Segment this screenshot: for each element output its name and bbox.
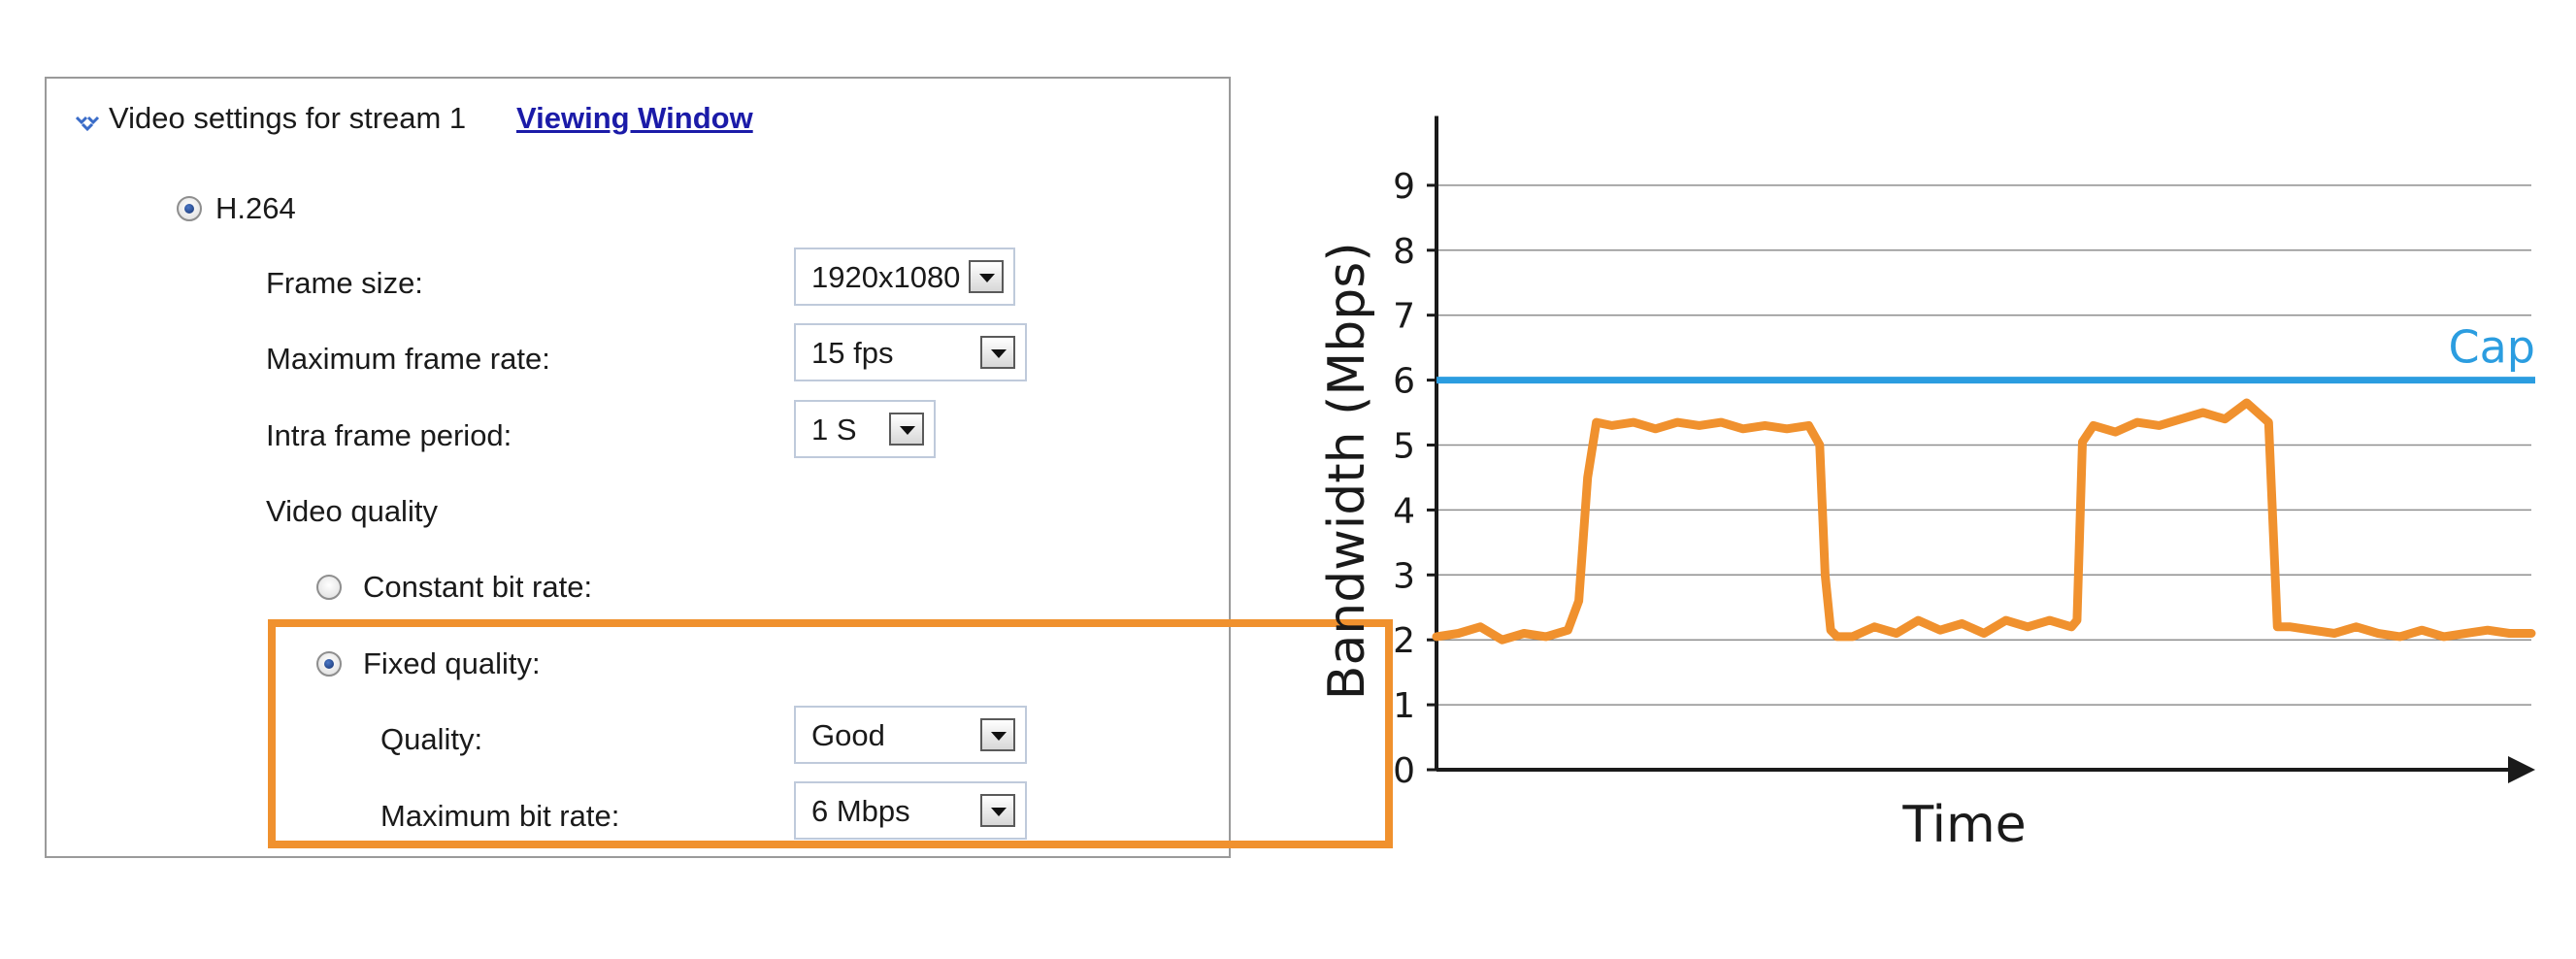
fixed-quality-label: Fixed quality: (363, 646, 541, 680)
y-tick-label: 9 (1393, 167, 1415, 207)
y-tick-label: 5 (1393, 427, 1415, 467)
dropdown-arrow-icon[interactable] (889, 413, 924, 446)
quality-select[interactable]: Good (794, 706, 1027, 764)
max-frame-rate-select[interactable]: 15 fps (794, 323, 1027, 381)
section-title: Video settings for stream 1 (109, 101, 467, 135)
intra-frame-period-label: Intra frame period: (266, 418, 512, 452)
y-tick-label: 0 (1393, 751, 1415, 791)
fixed-quality-highlight-box (268, 619, 1393, 848)
y-tick-label: 8 (1393, 232, 1415, 272)
frame-size-value: 1920x1080 (811, 260, 961, 294)
y-tick-label: 4 (1393, 491, 1415, 531)
y-tick-label: 3 (1393, 556, 1415, 596)
dropdown-arrow-icon[interactable] (969, 260, 1004, 293)
collapse-chevron-icon[interactable] (76, 115, 101, 134)
dropdown-arrow-icon[interactable] (980, 794, 1015, 827)
x-axis-title: Time (1901, 796, 2026, 854)
max-bit-rate-value: 6 Mbps (811, 794, 910, 828)
y-tick-label: 7 (1393, 297, 1415, 337)
frame-size-label: Frame size: (266, 266, 423, 300)
max-frame-rate-label: Maximum frame rate: (266, 342, 550, 376)
y-tick-label: 1 (1393, 686, 1415, 726)
y-tick-label: 6 (1393, 362, 1415, 402)
viewing-window-link[interactable]: Viewing Window (516, 101, 753, 135)
cap-label: Cap (2448, 321, 2535, 374)
chart-y-ticks: 0 1 2 3 4 5 6 7 8 9 (1393, 167, 1437, 791)
video-settings-panel: Video settings for stream 1 Viewing Wind… (45, 77, 1231, 858)
video-quality-label: Video quality (266, 494, 438, 528)
intra-frame-period-select[interactable]: 1 S (794, 400, 936, 458)
max-frame-rate-value: 15 fps (811, 336, 894, 370)
constant-bit-rate-radio[interactable] (316, 575, 342, 600)
h264-label: H.264 (215, 191, 296, 225)
dropdown-arrow-icon[interactable] (980, 718, 1015, 751)
max-bit-rate-select[interactable]: 6 Mbps (794, 781, 1027, 840)
dropdown-arrow-icon[interactable] (980, 336, 1015, 369)
x-axis-arrow-icon (2508, 756, 2535, 783)
y-tick-label: 2 (1393, 621, 1415, 661)
y-axis-title: Bandwidth (Mbps) (1318, 242, 1376, 700)
intra-frame-period-value: 1 S (811, 413, 857, 446)
frame-size-select[interactable]: 1920x1080 (794, 248, 1015, 306)
quality-label: Quality: (380, 722, 483, 756)
max-bit-rate-label: Maximum bit rate: (380, 799, 620, 833)
quality-value: Good (811, 718, 885, 752)
h264-radio[interactable] (177, 196, 202, 221)
series-line (1432, 398, 2536, 645)
constant-bit-rate-label: Constant bit rate: (363, 570, 593, 604)
fixed-quality-radio[interactable] (316, 651, 342, 677)
